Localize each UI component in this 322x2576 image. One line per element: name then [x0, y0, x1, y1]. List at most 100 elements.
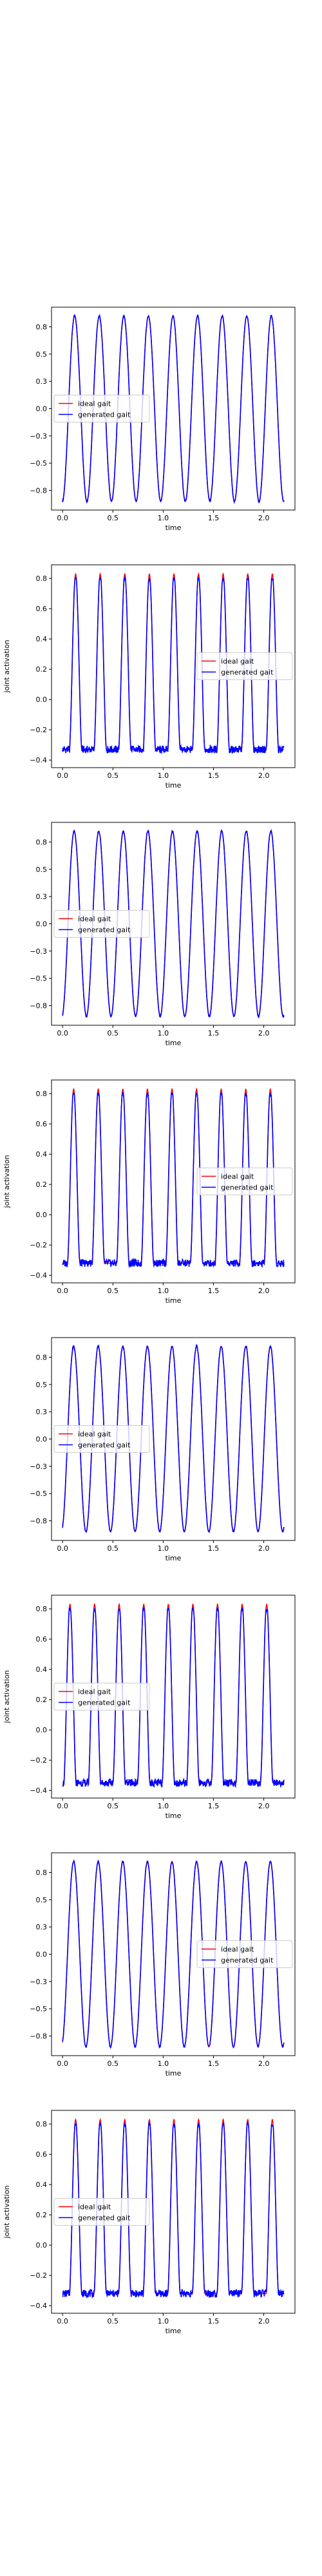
- x-axis-label: time: [166, 1039, 182, 1047]
- y-tick-label: −0.4: [30, 1271, 47, 1280]
- y-tick-label: −0.2: [30, 1756, 47, 1765]
- y-tick-label: 0.8: [36, 838, 48, 846]
- series-line-generated: [62, 1092, 285, 1269]
- chart-6: 0.0 0.5 1.0 1.5 2.0 −0.4 −0.2 0.0 0.2 0.4 0.6 0.8 ti…: [3, 1595, 296, 1820]
- y-tick-label: −0.4: [30, 1786, 47, 1795]
- legend-box: [196, 652, 293, 680]
- x-tick-label: 0.0: [57, 772, 68, 780]
- legend-label: ideal gait: [78, 400, 111, 408]
- y-tick-label: 0.8: [36, 1868, 48, 1877]
- y-tick-label: −0.2: [30, 726, 47, 734]
- y-tick-label: −0.4: [30, 756, 47, 764]
- x-tick-label: 1.5: [208, 1544, 220, 1553]
- legend-label: generated gait: [78, 1699, 131, 1707]
- y-tick-label: −0.5: [30, 459, 47, 468]
- legend: ideal gait generated gait: [196, 1168, 293, 1195]
- legend-label: ideal gait: [221, 1173, 254, 1181]
- y-tick-label: 0.3: [36, 377, 48, 386]
- y-tick-label: −0.2: [30, 2271, 47, 2280]
- y-tick-label: −0.8: [30, 1002, 47, 1010]
- x-tick-label: 2.0: [258, 514, 270, 522]
- x-axis-label: time: [166, 2069, 182, 2078]
- y-tick-label: 0.8: [36, 1090, 48, 1098]
- y-tick-label: 0.6: [36, 1120, 48, 1128]
- legend: ideal gait generated gait: [53, 910, 150, 938]
- y-tick-label: 0.3: [36, 893, 48, 901]
- y-tick-label: 0.0: [36, 1435, 48, 1444]
- series-line-generated: [62, 2121, 285, 2299]
- y-tick-label: 0.5: [36, 350, 48, 359]
- x-axis-label: time: [166, 1296, 182, 1305]
- y-axis-label: joint activation: [3, 1670, 11, 1723]
- legend-label: ideal gait: [78, 2203, 111, 2211]
- legend-label: generated gait: [221, 1956, 274, 1965]
- legend-label: generated gait: [78, 2214, 131, 2222]
- x-tick-label: 0.5: [108, 1287, 119, 1295]
- axes-frame: [51, 1595, 296, 1799]
- x-tick-label: 0.0: [57, 1029, 68, 1037]
- series-line-generated: [62, 575, 285, 754]
- y-tick-label: 0.0: [36, 696, 48, 704]
- x-axis-label: time: [166, 524, 182, 532]
- y-tick-label: 0.4: [36, 2181, 48, 2189]
- legend-label: generated gait: [78, 1441, 131, 1450]
- legend-label: ideal gait: [78, 915, 111, 923]
- x-axis-label: time: [166, 781, 182, 790]
- x-tick-label: 0.0: [57, 1287, 68, 1295]
- axes-frame: [51, 2110, 296, 2314]
- legend-box: [53, 910, 150, 938]
- y-tick-label: 0.8: [36, 574, 48, 583]
- chart-8: 0.0 0.5 1.0 1.5 2.0 −0.4 −0.2 0.0 0.2 0.4 0.6 0.8 ti…: [3, 2110, 296, 2335]
- legend-box: [53, 395, 150, 422]
- legend-box: [53, 1425, 150, 1453]
- series-line-generated: [62, 1606, 285, 1788]
- legend-label: generated gait: [221, 1184, 274, 1192]
- legend-label: ideal gait: [78, 1430, 111, 1439]
- x-tick-label: 1.5: [208, 1802, 220, 1810]
- y-tick-label: 0.0: [36, 920, 48, 929]
- x-tick-label: 0.5: [108, 2060, 119, 2068]
- legend-label: ideal gait: [221, 1946, 254, 1954]
- chart-7: 0.0 0.5 1.0 1.5 2.0 −0.8 −0.5 −0.3 0.0 0.3 0.5 0.8 t…: [30, 1852, 296, 2078]
- legend-label: generated gait: [78, 411, 131, 419]
- x-tick-label: 0.5: [108, 1802, 119, 1810]
- y-tick-label: 0.0: [36, 1211, 48, 1219]
- chart-2: 0.0 0.5 1.0 1.5 2.0 −0.4 −0.2 0.0 0.2 0.4 0.6 0.8 ti…: [3, 564, 296, 790]
- x-tick-label: 2.0: [258, 772, 270, 780]
- y-tick-label: 0.3: [36, 1923, 48, 1931]
- x-tick-label: 0.0: [57, 2317, 68, 2325]
- y-tick-label: 0.6: [36, 2150, 48, 2159]
- legend: ideal gait generated gait: [53, 1425, 150, 1453]
- x-tick-label: 1.5: [208, 2317, 220, 2325]
- y-tick-label: 0.6: [36, 605, 48, 613]
- x-tick-label: 1.0: [158, 2317, 169, 2325]
- y-tick-label: −0.8: [30, 2032, 47, 2041]
- y-tick-label: 0.5: [36, 866, 48, 874]
- x-tick-label: 2.0: [258, 1544, 270, 1553]
- y-axis-label: joint activation: [3, 2185, 11, 2239]
- y-tick-label: −0.3: [30, 947, 47, 956]
- x-tick-label: 0.0: [57, 1544, 68, 1553]
- y-tick-label: −0.3: [30, 432, 47, 440]
- x-tick-label: 0.5: [108, 1544, 119, 1553]
- legend-box: [53, 2198, 150, 2226]
- legend-box: [196, 1940, 293, 1968]
- x-axis-label: time: [166, 1554, 182, 1562]
- legend: ideal gait generated gait: [53, 2198, 150, 2226]
- y-tick-label: 0.0: [36, 2241, 48, 2249]
- y-tick-label: 0.0: [36, 1951, 48, 1959]
- y-tick-label: 0.5: [36, 1896, 48, 1904]
- x-tick-label: 1.0: [158, 1802, 169, 1810]
- x-tick-label: 1.5: [208, 514, 220, 522]
- x-tick-label: 0.0: [57, 514, 68, 522]
- x-tick-label: 1.0: [158, 1287, 169, 1295]
- y-tick-label: −0.5: [30, 974, 47, 983]
- y-tick-label: −0.8: [30, 487, 47, 495]
- y-tick-label: −0.3: [30, 1463, 47, 1471]
- y-tick-label: 0.2: [36, 2211, 48, 2219]
- x-tick-label: 1.5: [208, 1029, 220, 1037]
- y-axis-label: joint activation: [3, 1155, 11, 1208]
- x-tick-label: 2.0: [258, 1029, 270, 1037]
- x-tick-label: 2.0: [258, 2060, 270, 2068]
- y-tick-label: 0.8: [36, 1605, 48, 1613]
